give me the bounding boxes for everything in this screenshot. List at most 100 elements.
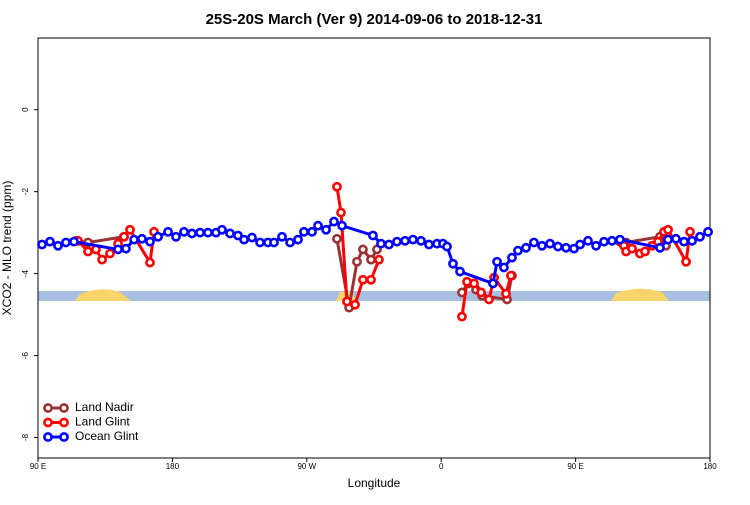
point — [685, 226, 695, 237]
point — [591, 240, 601, 251]
x-tick-label: 90 W — [297, 462, 316, 471]
legend-marker — [43, 417, 53, 428]
point — [203, 227, 213, 238]
legend-marker — [59, 432, 69, 442]
point — [457, 311, 467, 322]
legend-marker — [43, 432, 53, 442]
point — [145, 236, 155, 247]
legend-marker — [43, 403, 53, 413]
point — [476, 287, 486, 298]
point — [488, 278, 498, 289]
point — [376, 238, 386, 249]
chart-title: 25S-20S March (Ver 9) 2014-09-06 to 2018… — [206, 11, 543, 28]
point — [329, 216, 339, 227]
point — [336, 207, 346, 218]
point — [400, 235, 410, 246]
point — [350, 299, 360, 310]
point — [703, 226, 713, 237]
point — [137, 233, 147, 244]
point — [129, 234, 139, 245]
point — [321, 224, 331, 235]
point — [225, 228, 235, 239]
point — [671, 233, 681, 244]
point — [513, 245, 523, 256]
point — [187, 228, 197, 239]
point — [153, 231, 163, 242]
point — [358, 274, 368, 285]
legend-label: Land Nadir — [75, 400, 134, 414]
point — [45, 236, 55, 247]
point — [374, 254, 384, 265]
land-patch — [75, 289, 131, 301]
point — [416, 235, 426, 246]
point — [179, 226, 189, 237]
point — [687, 235, 697, 246]
y-tick-label: -8 — [21, 433, 30, 441]
point — [607, 235, 617, 246]
point — [448, 258, 458, 269]
point — [455, 266, 465, 277]
point — [105, 248, 115, 259]
plot-frame — [37, 37, 711, 459]
point — [575, 239, 585, 250]
y-axis-label: XCO2 - MLO trend (ppm) — [0, 181, 14, 316]
point — [217, 224, 227, 235]
point — [663, 224, 673, 235]
point — [113, 244, 123, 255]
point — [679, 236, 689, 247]
legend-label: Ocean Glint — [75, 429, 139, 443]
x-tick-label: 90 E — [567, 462, 583, 471]
point — [366, 274, 376, 285]
y-tick-label: -4 — [21, 270, 30, 278]
legend-label: Land Glint — [75, 415, 130, 429]
land-sea-strip — [38, 288, 710, 301]
point — [97, 254, 107, 265]
point — [529, 237, 539, 248]
point — [368, 230, 378, 241]
y-tick-label: -6 — [21, 351, 30, 359]
point — [145, 257, 155, 268]
legend-marker — [59, 403, 69, 413]
point — [501, 288, 511, 299]
point — [615, 234, 625, 245]
point — [247, 232, 257, 243]
point — [537, 240, 547, 251]
point — [663, 234, 673, 245]
point — [125, 224, 135, 235]
point — [492, 256, 502, 267]
x-tick-label: 0 — [439, 462, 444, 471]
point — [442, 241, 452, 252]
point — [681, 256, 692, 267]
point — [293, 234, 303, 245]
point — [366, 254, 376, 265]
point — [655, 242, 665, 253]
point — [53, 240, 63, 251]
x-axis-label: Longitude — [348, 476, 401, 490]
point — [37, 239, 47, 250]
point — [469, 278, 479, 289]
point — [269, 237, 279, 248]
point — [307, 226, 317, 237]
ocean-strip — [38, 291, 710, 301]
point — [171, 231, 181, 242]
point — [83, 246, 93, 257]
y-tick-label: -2 — [21, 188, 30, 196]
point — [583, 235, 593, 246]
point — [239, 234, 249, 245]
point — [358, 244, 368, 255]
point — [352, 256, 362, 267]
point — [695, 231, 705, 242]
point — [640, 246, 650, 257]
x-tick-label: 90 E — [30, 462, 46, 471]
point — [342, 296, 352, 307]
legend-marker — [59, 417, 69, 428]
point — [553, 241, 563, 252]
point — [313, 220, 323, 231]
point — [408, 234, 418, 245]
point — [499, 262, 509, 273]
point — [384, 239, 394, 250]
point — [277, 231, 287, 242]
point — [507, 252, 517, 263]
point — [163, 226, 173, 237]
point — [69, 236, 79, 247]
